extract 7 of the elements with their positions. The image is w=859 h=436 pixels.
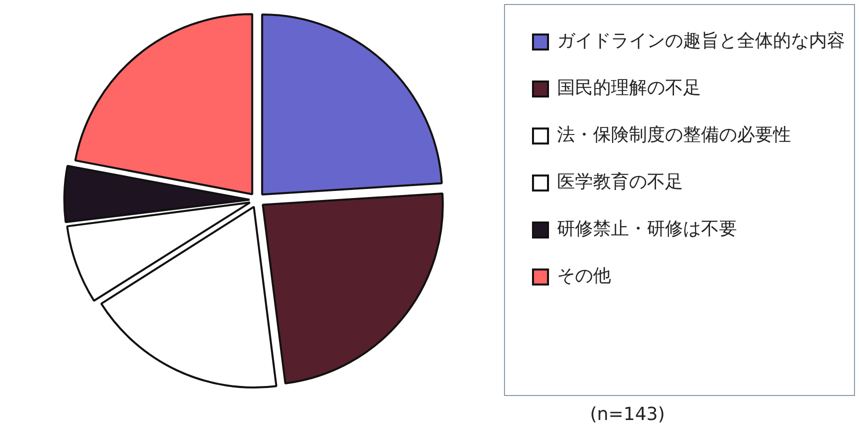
legend-label: ガイドラインの趣旨と全体的な内容 (557, 30, 845, 52)
legend-label: 法・保険制度の整備の必要性 (557, 124, 791, 146)
legend-label: その他 (557, 266, 611, 287)
legend-label: 研修禁止・研修は不要 (557, 218, 737, 240)
text: (n=143) (590, 404, 665, 425)
legend-label: 国民的理解の不足 (557, 78, 701, 99)
legend-label: 医学教育の不足 (557, 172, 683, 193)
